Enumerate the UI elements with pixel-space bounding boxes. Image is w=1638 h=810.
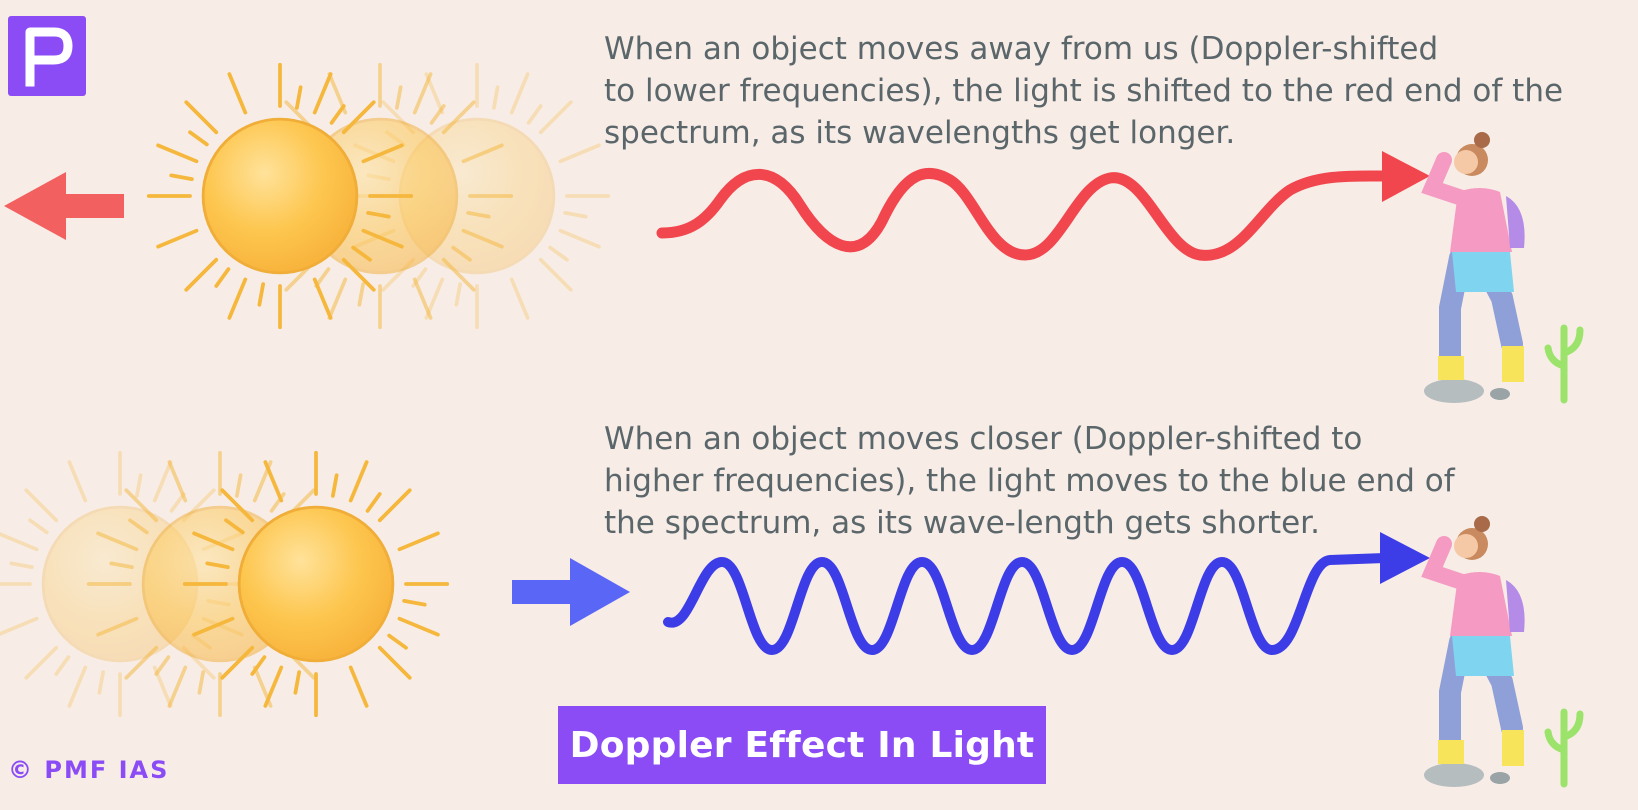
right-arrow-icon xyxy=(512,558,630,626)
left-arrow-icon xyxy=(4,172,124,240)
pmf-logo xyxy=(8,16,86,96)
approaching-sun-trail xyxy=(0,450,450,718)
receding-sun-trail xyxy=(146,62,611,330)
sun-ghost-icon xyxy=(86,450,354,718)
caption-line: When an object moves away from us (Doppl… xyxy=(604,31,1439,67)
caption-line: spectrum, as its wavelengths get longer. xyxy=(604,115,1236,151)
logo-p-icon xyxy=(25,27,73,87)
observer-icon xyxy=(1421,516,1584,788)
caption-line: higher frequencies), the light moves to … xyxy=(604,463,1455,499)
sun-icon xyxy=(146,62,414,330)
copyright-text: © PMF IAS xyxy=(8,756,170,784)
blueshift-caption: When an object moves closer (Doppler-shi… xyxy=(604,418,1504,544)
sun-ghost-icon xyxy=(343,62,611,330)
caption-line: the spectrum, as its wave-length gets sh… xyxy=(604,505,1320,541)
observer-icon xyxy=(1421,132,1584,404)
caption-line: to lower frequencies), the light is shif… xyxy=(604,73,1564,109)
caption-line: When an object moves closer (Doppler-shi… xyxy=(604,421,1363,457)
sun-icon xyxy=(182,450,450,718)
sun-ghost-icon xyxy=(0,450,254,718)
blue-wave-icon xyxy=(663,532,1430,656)
sun-ghost-icon xyxy=(246,62,514,330)
diagram-title: Doppler Effect In Light xyxy=(558,706,1046,784)
redshift-caption: When an object moves away from us (Doppl… xyxy=(604,28,1604,154)
red-wave-icon xyxy=(656,151,1430,261)
